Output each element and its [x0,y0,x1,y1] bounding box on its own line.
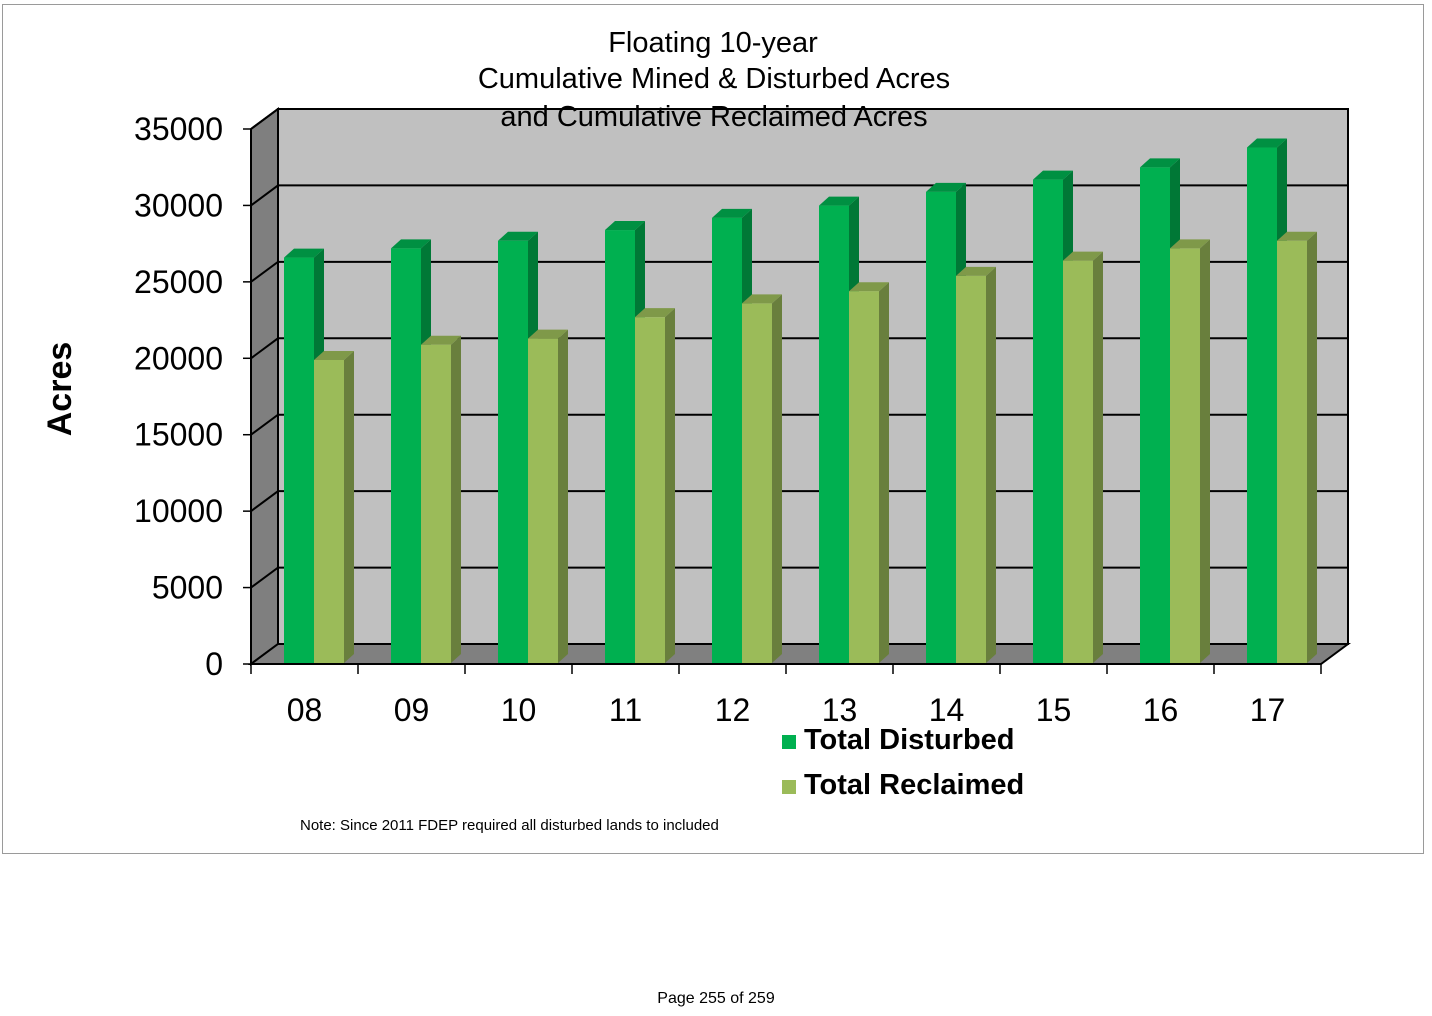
bar-reclaimed-14 [956,266,996,663]
chart-note: Note: Since 2011 FDEP required all distu… [300,817,719,834]
y-axis: 0 5000 10000 15000 20000 25000 30000 35000 [134,111,252,682]
chart-title-line-1: Floating 10-year [608,27,818,59]
x-tick-label: 15 [1036,692,1072,728]
x-tick-label: 13 [822,692,858,728]
chart-title-line-2: Cumulative Mined & Disturbed Acres [478,63,950,95]
gridline [250,184,1348,207]
legend: Total Disturbed Total Reclaimed [782,724,1024,801]
x-tick-label: 14 [929,692,965,728]
bar-reclaimed-15 [1063,251,1103,663]
bar-reclaimed-16 [1170,239,1210,663]
x-tick-label: 09 [394,692,430,728]
legend-label-reclaimed: Total Reclaimed [804,769,1024,801]
page-number: Page 255 of 259 [657,990,775,1007]
bar-reclaimed-08 [314,350,354,663]
y-tick-label: 15000 [134,417,223,453]
x-tick-label: 08 [287,692,323,728]
gridline [250,260,1348,283]
x-tick-label: 12 [715,692,751,728]
x-tick-label: 10 [501,692,537,728]
bar-reclaimed-17 [1277,231,1317,663]
y-tick-label: 10000 [134,493,223,529]
legend-label-disturbed: Total Disturbed [804,724,1015,756]
gridline [250,108,1348,130]
x-tick-label: 17 [1250,692,1286,728]
x-axis: 08 09 10 11 12 13 14 15 16 17 [250,663,1322,728]
y-tick-label: 30000 [134,187,223,223]
y-tick-label: 35000 [134,111,223,147]
bar-reclaimed-11 [635,308,675,663]
chart: 0 5000 10000 15000 20000 25000 30000 35000 08 09… [41,27,1352,834]
y-tick-label: 0 [205,646,223,682]
legend-swatch-reclaimed [782,780,796,794]
x-tick-label: 16 [1143,692,1179,728]
bar-reclaimed-12 [742,294,782,663]
chart-title-line-3: and Cumulative Reclaimed Acres [500,101,927,133]
bar-reclaimed-10 [528,329,568,663]
y-tick-label: 25000 [134,264,223,300]
y-axis-label: Acres [41,342,79,437]
y-tick-label: 20000 [134,340,223,376]
bars [284,138,1317,664]
bar-reclaimed-09 [421,335,461,663]
x-tick-label: 11 [609,692,642,728]
legend-swatch-disturbed [782,735,796,749]
side-wall [250,107,279,666]
bar-reclaimed-13 [849,282,889,663]
chart-title: Floating 10-year Cumulative Mined & Dist… [478,27,950,133]
y-tick-label: 5000 [152,570,223,606]
chart-frame: 0 5000 10000 15000 20000 25000 30000 35000 08 09… [2,4,1424,854]
